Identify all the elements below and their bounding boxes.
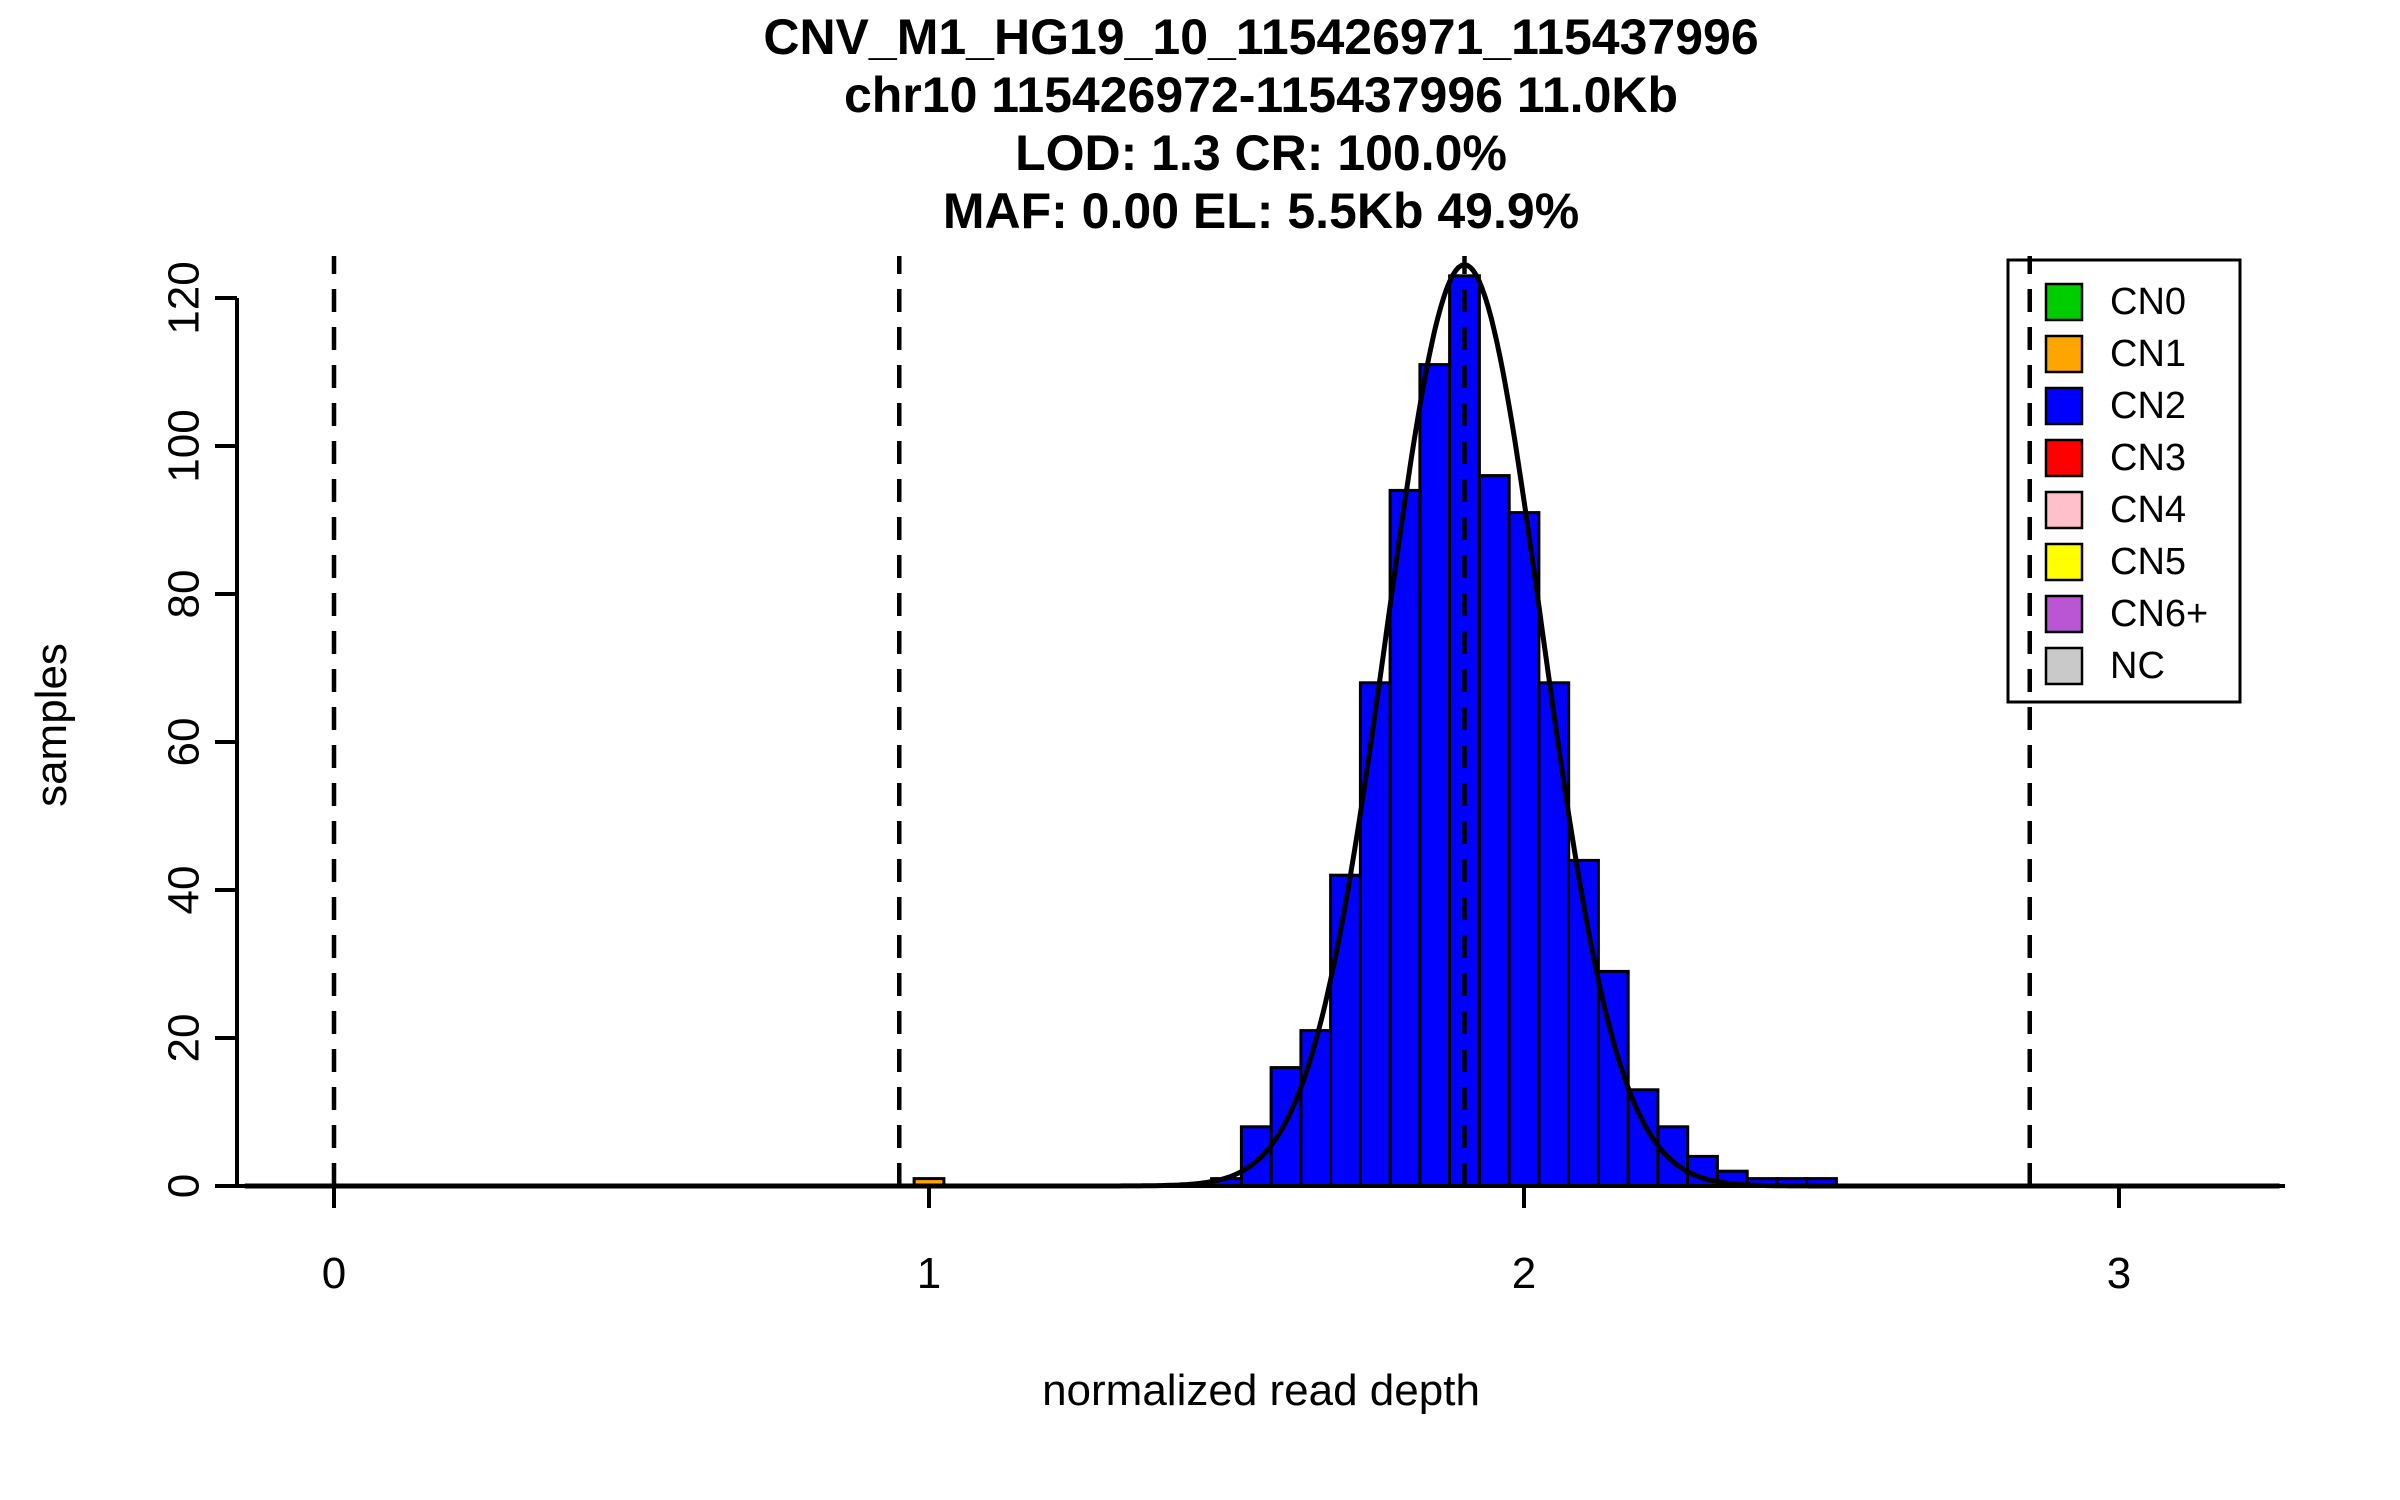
y-tick-label: 60 bbox=[160, 718, 209, 767]
legend-label-cn6plus: CN6+ bbox=[2110, 593, 2208, 635]
legend-swatch-cn2 bbox=[2044, 386, 2084, 426]
title-line-4: MAF: 0.00 EL: 5.5Kb 49.9% bbox=[942, 183, 1580, 239]
y-tick-label: 40 bbox=[160, 866, 209, 915]
hist-bar-cn2 bbox=[1418, 363, 1452, 1188]
hist-bar-cn2 bbox=[1537, 681, 1571, 1188]
legend-swatch-cn1 bbox=[2044, 334, 2084, 374]
legend-swatch-nc bbox=[2044, 646, 2084, 686]
legend-label-cn1: CN1 bbox=[2110, 333, 2186, 375]
fit-curve bbox=[244, 262, 2280, 1189]
y-tick-label: 0 bbox=[160, 1174, 209, 1198]
x-axis-title: normalized read depth bbox=[1042, 1366, 1480, 1415]
y-tick-label: 100 bbox=[160, 409, 209, 482]
hist-bar-cn2 bbox=[1656, 1125, 1690, 1188]
legend-label-cn2: CN2 bbox=[2110, 385, 2186, 427]
title-line-2: chr10 115426972-115437996 11.0Kb bbox=[843, 67, 1679, 123]
x-tick-label: 0 bbox=[322, 1249, 346, 1298]
y-tick-label: 120 bbox=[160, 261, 209, 334]
legend-swatch-cn0 bbox=[2044, 282, 2084, 322]
legend-box bbox=[2006, 258, 2242, 704]
x-tick-label: 2 bbox=[1512, 1249, 1536, 1298]
y-tick-label: 20 bbox=[160, 1014, 209, 1063]
legend-label-nc: NC bbox=[2110, 645, 2165, 687]
y-tick-label: 80 bbox=[160, 570, 209, 619]
hist-bar-cn2 bbox=[1299, 1029, 1333, 1188]
title-line-3: LOD: 1.3 CR: 100.0% bbox=[1015, 125, 1507, 181]
x-tick-label: 1 bbox=[917, 1249, 941, 1298]
hist-bar-cn2 bbox=[1329, 873, 1362, 1188]
legend-label-cn4: CN4 bbox=[2110, 489, 2186, 531]
legend-swatch-cn6plus bbox=[2044, 594, 2084, 634]
legend-swatch-cn5 bbox=[2044, 542, 2084, 582]
legend-label-cn5: CN5 bbox=[2110, 541, 2186, 583]
legend-label-cn3: CN3 bbox=[2110, 437, 2186, 479]
legend-swatch-cn4 bbox=[2044, 490, 2084, 530]
title-line-1: CNV_M1_HG19_10_115426971_115437996 bbox=[763, 9, 1759, 65]
y-axis-title: samples bbox=[27, 643, 76, 807]
hist-bar-cn2 bbox=[1507, 511, 1541, 1188]
legend-label-cn0: CN0 bbox=[2110, 281, 2186, 323]
hist-bar-cn2 bbox=[1358, 681, 1392, 1188]
chart-title: CNV_M1_HG19_10_115426971_115437996 chr10… bbox=[237, 8, 2285, 240]
legend-swatch-cn3 bbox=[2044, 438, 2084, 478]
hist-bar-cn2 bbox=[1239, 1125, 1273, 1188]
x-tick-label: 3 bbox=[2107, 1249, 2131, 1298]
hist-bar-cn2 bbox=[1477, 474, 1511, 1188]
hist-bar-cn2 bbox=[1388, 488, 1422, 1188]
